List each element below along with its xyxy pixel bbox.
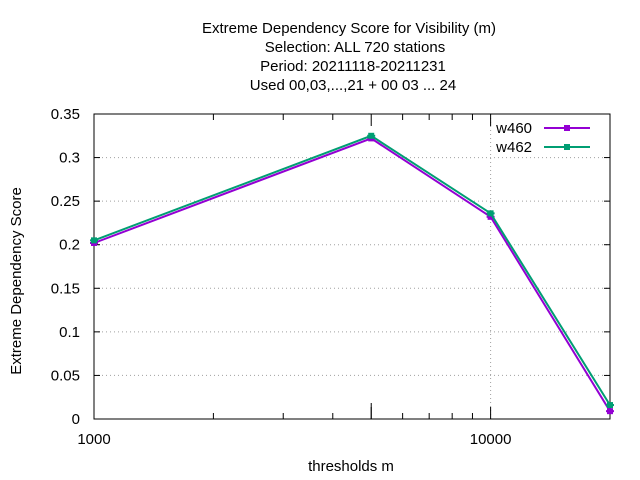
legend-marker xyxy=(564,144,570,150)
y-tick-label: 0.15 xyxy=(51,280,80,297)
y-tick-label: 0.3 xyxy=(59,150,80,167)
series-layer xyxy=(90,132,614,415)
tick-layer: 0 0.05 0.1 0.15 0.2 0.25 0.3 0.35 1000 10000 xyxy=(51,106,611,448)
y-tick-label: 0.1 xyxy=(59,324,80,341)
grid-layer xyxy=(94,114,610,419)
title-line-2: Selection: ALL 720 stations xyxy=(265,39,445,56)
y-tick-label: 0.2 xyxy=(59,237,80,254)
series-line-w462 xyxy=(93,134,611,406)
legend: w460 w462 xyxy=(495,120,590,156)
plot-frame xyxy=(93,113,611,420)
x-tick-label: 1000 xyxy=(77,431,110,448)
legend-label: w460 xyxy=(495,120,532,137)
legend-label: w462 xyxy=(495,139,532,156)
series-line-w460 xyxy=(93,137,611,412)
chart-title: Extreme Dependency Score for Visibility … xyxy=(202,20,496,94)
legend-marker xyxy=(564,125,570,131)
y-tick-label: 0.25 xyxy=(51,193,80,210)
title-line-1: Extreme Dependency Score for Visibility … xyxy=(202,20,496,37)
y-tick-label: 0 xyxy=(72,411,80,428)
y-tick-label: 0.05 xyxy=(51,367,80,384)
x-tick-label: 10000 xyxy=(470,431,512,448)
y-axis-label: Extreme Dependency Score xyxy=(8,187,25,375)
title-line-4: Used 00,03,...,21 + 00 03 ... 24 xyxy=(250,77,456,94)
y-tick-label: 0.35 xyxy=(51,106,80,123)
x-axis-label: thresholds m xyxy=(308,458,394,475)
title-line-3: Period: 20211118-20211231 xyxy=(260,58,446,75)
